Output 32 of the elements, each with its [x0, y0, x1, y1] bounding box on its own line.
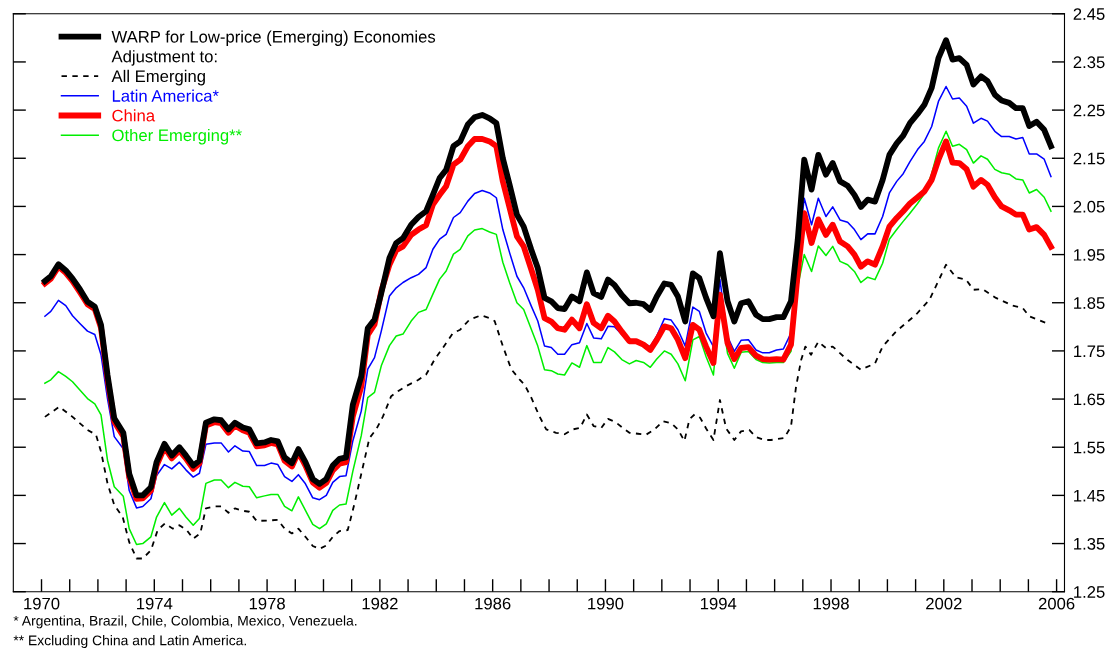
- x-tick-label: 1998: [813, 597, 849, 610]
- y-tick-label: 1.25: [1074, 586, 1105, 598]
- x-tick-label: 2006: [1038, 597, 1075, 610]
- y-tick-label: 1.65: [1074, 393, 1105, 406]
- y-tick-label: 1.75: [1074, 345, 1105, 358]
- legend-title: Adjustment to:: [111, 50, 217, 66]
- legend-label: Other Emerging**: [112, 128, 242, 145]
- x-tick-label: 1978: [249, 597, 285, 610]
- text: ** Excluding China and Latin America.: [13, 635, 246, 649]
- x-tick-label: 1982: [362, 597, 398, 610]
- y-tick-label: 2.15: [1073, 152, 1105, 165]
- legend-label: Latin America*: [112, 89, 219, 102]
- text: * Argentina, Brazil, Chile, Colombia, Mexico, Venezuela.: [13, 615, 357, 629]
- x-tick-label: 1974: [137, 597, 173, 610]
- y-tick-label: 1.55: [1074, 441, 1105, 454]
- y-tick-label: 2.45: [1073, 8, 1105, 20]
- x-tick-label: 1970: [24, 597, 60, 610]
- x-tick-label: 2002: [926, 597, 962, 610]
- legend-label: All Emerging: [111, 69, 205, 86]
- legend-label: China: [112, 109, 156, 122]
- y-tick-label: 1.45: [1074, 489, 1105, 502]
- y-tick-label: 2.25: [1073, 104, 1105, 117]
- y-tick-label: 1.85: [1074, 297, 1105, 309]
- x-tick-label: 1994: [700, 597, 737, 610]
- legend-label: WARP for Low-price (Emerging) Economies: [111, 30, 436, 46]
- y-tick-label: 1.95: [1074, 248, 1105, 261]
- line-series: [43, 263, 1047, 560]
- y-tick-label: 2.35: [1073, 56, 1105, 69]
- x-tick-label: 1990: [588, 597, 624, 610]
- x-tick-label: 1986: [475, 597, 511, 610]
- y-tick-label: 2.05: [1073, 200, 1105, 213]
- y-tick-label: 1.35: [1074, 537, 1105, 550]
